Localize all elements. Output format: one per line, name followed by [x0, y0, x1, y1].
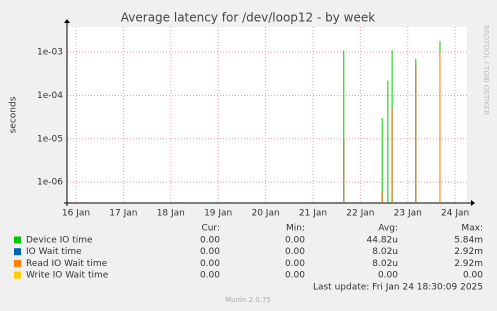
x-tick-label: 24 Jan [441, 209, 469, 219]
legend-swatch [14, 236, 21, 244]
y-axis-arrow [64, 19, 70, 23]
x-tick-label: 18 Jan [157, 209, 185, 219]
y-tick-label: 1e-06 [37, 178, 63, 188]
legend-header: Min: [286, 224, 305, 234]
legend-stat: 0.00 [285, 247, 305, 257]
legend-stat: 0.00 [285, 236, 305, 246]
legend-stat: 0.00 [200, 236, 220, 246]
legend-label: Read IO Wait time [26, 259, 108, 269]
x-tick-label: 21 Jan [299, 209, 327, 219]
legend-header: Avg: [378, 224, 398, 234]
legend-label: Device IO time [26, 236, 93, 246]
y-tick-label: 1e-05 [37, 134, 63, 144]
legend-stat: 0.00 [378, 271, 398, 281]
legend-stat: 2.92m [454, 247, 483, 257]
plot-area [67, 27, 467, 203]
legend-stat: 0.00 [200, 247, 220, 257]
legend-header: Max: [461, 224, 483, 234]
x-tick-label: 16 Jan [62, 209, 90, 219]
legend-label: Write IO Wait time [26, 271, 109, 281]
x-tick-label: 20 Jan [251, 209, 279, 219]
last-update: Last update: Fri Jan 24 18:30:09 2025 [313, 283, 483, 293]
legend-header: Cur: [201, 224, 220, 234]
legend-stat: 0.00 [200, 259, 220, 269]
legend-label: IO Wait time [26, 247, 82, 257]
y-tick-label: 1e-04 [37, 91, 63, 101]
legend-stat: 5.84m [454, 236, 483, 246]
side-label: RRDTOOL / TOBI OETIKER [482, 25, 490, 115]
x-tick-label: 19 Jan [204, 209, 232, 219]
legend-stat: 8.02u [372, 259, 398, 269]
credit: Munin 2.0.75 [225, 296, 271, 304]
legend-swatch [14, 248, 21, 256]
x-tick-label: 22 Jan [346, 209, 374, 219]
legend-stat: 0.00 [285, 259, 305, 269]
chart-title: Average latency for /dev/loop12 - by wee… [121, 11, 375, 25]
legend-stat: 44.82u [367, 236, 398, 246]
x-tick-label: 23 Jan [394, 209, 422, 219]
legend-stat: 0.00 [200, 271, 220, 281]
legend-stat: 0.00 [285, 271, 305, 281]
legend-stat: 0.00 [463, 271, 483, 281]
legend-stat: 2.92m [454, 259, 483, 269]
y-tick-label: 1e-03 [37, 48, 63, 58]
legend-swatch [14, 271, 21, 279]
x-axis-arrow [471, 200, 475, 206]
y-axis-label: seconds [9, 96, 19, 133]
legend-swatch [14, 259, 21, 267]
x-tick-label: 17 Jan [109, 209, 137, 219]
legend-stat: 8.02u [372, 247, 398, 257]
